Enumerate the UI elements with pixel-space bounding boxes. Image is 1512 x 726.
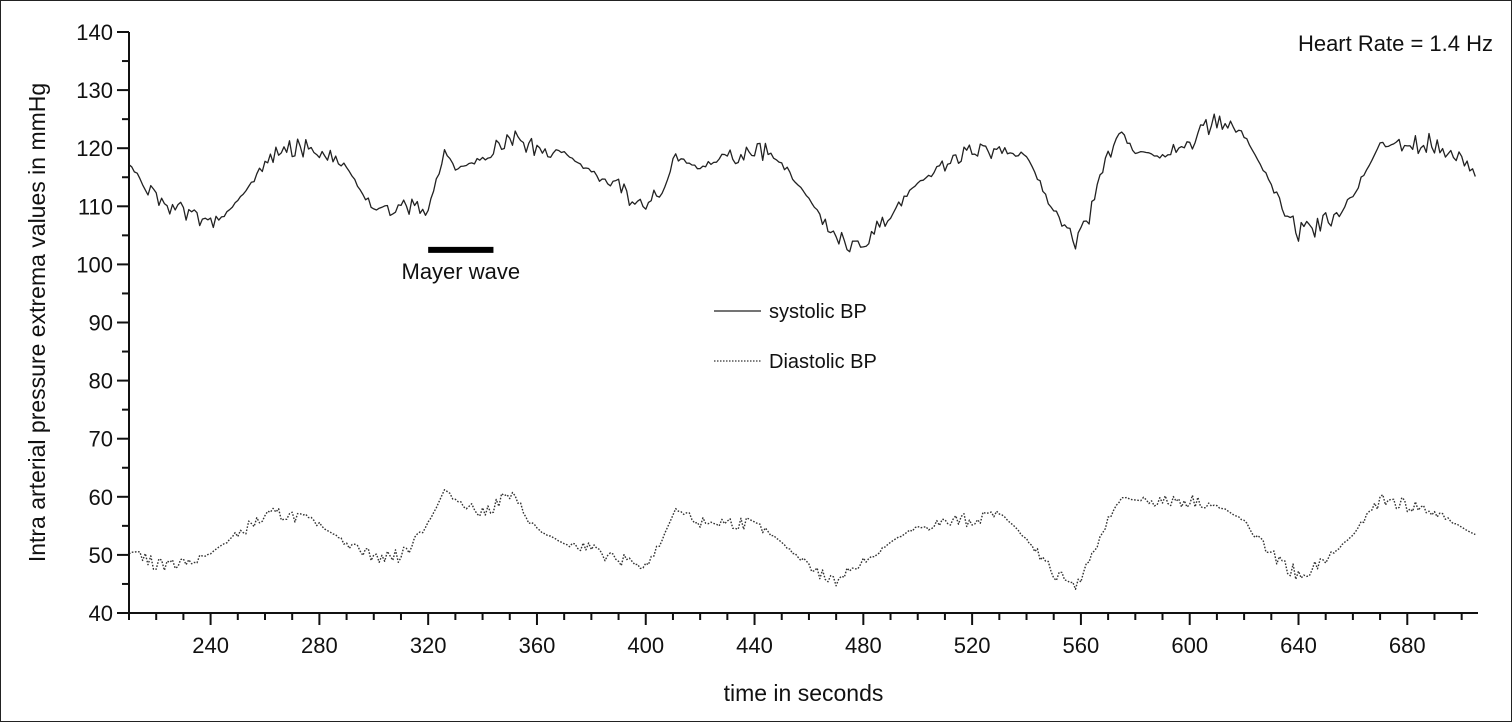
y-tick-label: 50 [89,543,113,568]
x-tick-label: 240 [192,633,229,658]
series-layer [128,113,1476,590]
x-axis-title: time in seconds [724,680,884,706]
y-tick-label: 140 [76,20,113,45]
ticks-layer: 40 50 60 70 80 90 100 110 120 130 140 240 280 320 360 4… [76,20,1463,658]
x-tick-label: 360 [519,633,556,658]
x-tick-label: 520 [954,633,991,658]
legend-diastolic-label: Diastolic BP [769,351,877,373]
y-tick-label: 100 [76,252,113,277]
x-tick-label: 480 [845,633,882,658]
y-tick-label: 90 [89,311,113,336]
y-tick-label: 80 [89,369,113,394]
legend: systolic BP Diastolic BP [714,301,877,373]
diastolic-bp-series [128,489,1476,590]
x-tick-label: 280 [301,633,338,658]
x-tick-label: 600 [1171,633,1208,658]
heart-rate-label: Heart Rate = 1.4 Hz [1298,31,1493,56]
y-tick-label: 110 [78,194,113,219]
x-tick-label: 320 [410,633,447,658]
x-tick-label: 680 [1389,633,1426,658]
x-tick-label: 440 [736,633,773,658]
y-tick-label: 40 [89,601,113,626]
legend-systolic-label: systolic BP [769,301,867,323]
y-tick-label: 120 [76,136,113,161]
systolic-bp-series [128,113,1476,253]
y-tick-label: 130 [76,78,113,103]
x-tick-label: 560 [1063,633,1100,658]
y-tick-label: 60 [89,485,113,510]
x-tick-label: 640 [1280,633,1317,658]
mayer-wave-label: Mayer wave [402,259,521,284]
y-axis-title: Intra arterial pressure extrema values i… [24,83,50,562]
x-tick-label: 400 [627,633,664,658]
y-tick-label: 70 [89,427,113,452]
